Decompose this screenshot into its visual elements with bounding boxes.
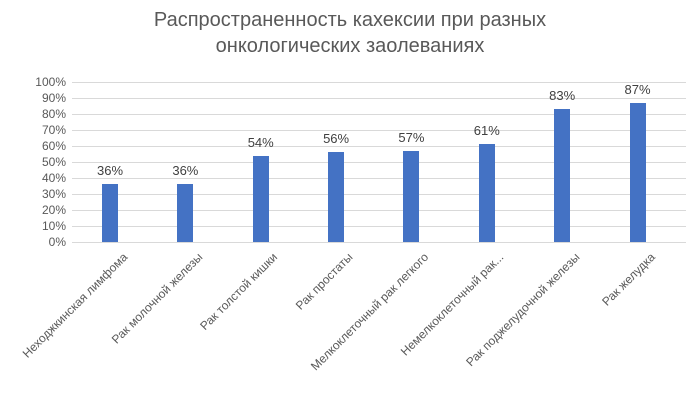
- gridline: [72, 210, 686, 211]
- bar: [102, 184, 118, 242]
- x-axis-category-label: Рак желудка: [598, 250, 658, 309]
- gridline: [72, 194, 686, 195]
- y-axis-tick-label: 10%: [41, 219, 66, 233]
- bar: [177, 184, 194, 242]
- bar: [328, 152, 345, 242]
- gridline: [72, 242, 686, 243]
- bar-value-label: 87%: [624, 81, 651, 97]
- chart-title-line-2: онкологических заолеваниях: [215, 35, 485, 57]
- bar-value-label: 56%: [323, 131, 350, 147]
- x-axis-category-label: Неходжкинская лимфома: [19, 250, 130, 361]
- bar-value-label: 36%: [172, 163, 199, 179]
- gridline: [72, 82, 686, 83]
- gridline: [72, 98, 686, 99]
- x-axis-category-label: Рак толстой кишки: [197, 250, 281, 333]
- chart-title: Распространенность кахексии при разных о…: [0, 7, 700, 59]
- x-axis-category-label: Рак простаты: [293, 250, 356, 313]
- chart-title-line-1: Распространенность кахексии при разных: [153, 9, 547, 31]
- bar: [403, 150, 420, 242]
- bar-value-label: 36%: [96, 163, 124, 179]
- bar-value-label: 61%: [473, 123, 500, 139]
- gridline: [72, 114, 686, 115]
- gridline: [72, 162, 686, 163]
- y-axis-tick-label: 90%: [41, 91, 66, 105]
- bar: [252, 155, 269, 242]
- gridline: [72, 178, 686, 179]
- y-axis-tick-label: 60%: [41, 139, 66, 153]
- y-axis-tick-label: 50%: [41, 155, 66, 169]
- bar: [554, 109, 571, 242]
- gridline: [72, 130, 686, 131]
- y-axis-tick-label: 100%: [35, 75, 66, 89]
- y-axis-tick-label: 40%: [41, 171, 66, 185]
- bar: [478, 144, 495, 242]
- y-axis-tick-label: 80%: [41, 107, 66, 121]
- bar-value-label: 54%: [247, 134, 274, 150]
- y-axis-tick-label: 30%: [41, 187, 66, 201]
- bar-value-label: 57%: [398, 129, 425, 145]
- y-axis-tick-label: 20%: [41, 203, 66, 217]
- y-axis-tick-label: 70%: [41, 123, 66, 137]
- bar: [629, 102, 646, 242]
- y-axis-tick-label: 0%: [48, 235, 66, 249]
- gridline: [72, 226, 686, 227]
- gridline: [72, 146, 686, 147]
- bar-value-label: 83%: [549, 88, 576, 104]
